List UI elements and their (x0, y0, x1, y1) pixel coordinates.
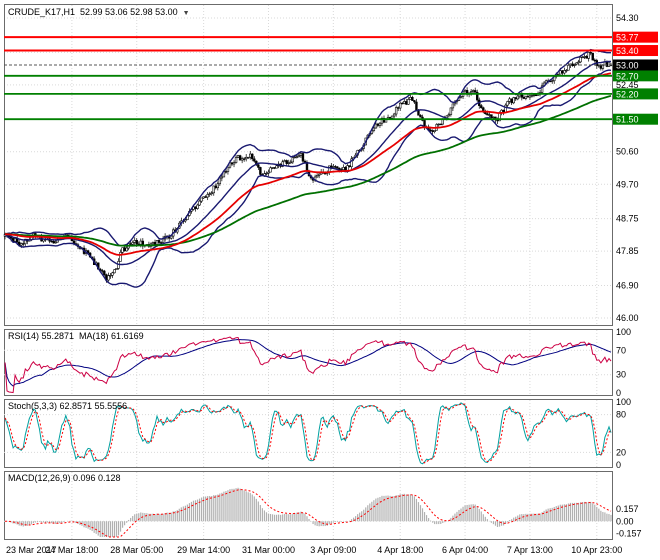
stoch-tick-label: 0 (616, 460, 621, 470)
rsi-tick-label: 70 (616, 345, 626, 355)
bollinger-lower (4, 69, 612, 288)
moving-averages (4, 72, 612, 256)
resistance-price-box (613, 45, 658, 57)
macd-label: MACD(12,26,9) 0.096 0.128 (8, 473, 121, 483)
resistance-price-box (613, 31, 658, 43)
panel-borders (4, 4, 613, 540)
rsi-panel: 100 70 30 0 (4, 327, 631, 398)
rsi-label: RSI(14) 55.2871 (8, 331, 75, 341)
time-tick-label: 23 Mar 2017 (6, 545, 57, 555)
rsi-panel-border (4, 329, 613, 396)
time-tick-label: 28 Mar 05:00 (110, 545, 163, 555)
stoch-panel-label: Stoch(5,3,3) 62.8571 55.5556 (8, 401, 127, 412)
time-tick-label: 29 Mar 14:00 (177, 545, 230, 555)
stoch-tick-label: 100 (616, 397, 631, 407)
time-tick-label: 4 Apr 18:00 (377, 545, 423, 555)
price-tick-label: 47.85 (616, 246, 639, 256)
price-tick-label: 50.60 (616, 147, 639, 157)
price-tick-label: 46.00 (616, 313, 639, 323)
macd-panel-border (4, 471, 613, 540)
rsi-panel-label: RSI(14) 55.2871 MA(18) 61.6169 (8, 331, 144, 342)
rsi-ma-line (4, 338, 612, 387)
resistance-price-value: 53.77 (616, 33, 639, 43)
time-tick-label: 3 Apr 09:00 (310, 545, 356, 555)
rsi-tick-label: 0 (616, 388, 621, 398)
support-price-value: 52.70 (616, 71, 639, 81)
macd-signal-line (5, 489, 612, 538)
ma-fast-line (4, 72, 612, 256)
bollinger-bands (4, 48, 612, 288)
stoch-d-line (4, 403, 612, 464)
time-tick-label: 24 Mar 18:00 (45, 545, 98, 555)
support-price-box (613, 70, 658, 82)
stoch-tick-label: 80 (616, 410, 626, 420)
macd-tick-label: 0.00 (616, 516, 634, 526)
time-tick-label: 6 Apr 04:00 (442, 545, 488, 555)
price-tick-label: 48.75 (616, 214, 639, 224)
support-price-value: 51.50 (616, 115, 639, 125)
current-price-box (613, 59, 658, 71)
macd-tick-label: 0.157 (616, 504, 639, 514)
ma-slow-line (5, 94, 612, 247)
price-axis: 54.30 52.45 50.60 49.70 48.75 47.85 46.90 46.00… (613, 13, 658, 323)
bollinger-upper (4, 48, 611, 247)
bollinger-middle (4, 60, 612, 266)
symbol-timeframe-label: CRUDE_K17,H1 (8, 7, 76, 17)
main-panel-border (4, 4, 613, 326)
price-tick-label: 54.30 (616, 13, 639, 23)
support-price-box (613, 88, 658, 100)
price-tick-label: 52.45 (616, 80, 639, 90)
stoch-tick-label: 20 (616, 447, 626, 457)
stoch-k-line (4, 402, 612, 465)
current-price-value: 53.00 (616, 60, 639, 70)
rsi-ma-label: MA(18) 61.6169 (79, 331, 144, 341)
time-tick-label: 10 Apr 23:00 (571, 545, 622, 555)
rsi-tick-label: 30 (616, 370, 626, 380)
price-tick-label: 46.90 (616, 280, 639, 290)
support-price-value: 52.20 (616, 89, 639, 99)
macd-panel: 0.157 0.00 -0.157 (4, 487, 642, 539)
chart-title: CRUDE_K17,H1 52.99 53.06 52.98 53.00 ▼ (8, 7, 190, 19)
support-price-box (613, 113, 658, 125)
time-tick-label: 31 Mar 00:00 (242, 545, 295, 555)
level-lines[interactable] (4, 36, 612, 121)
stoch-panel-border (4, 399, 613, 468)
chevron-down-icon[interactable]: ▼ (182, 10, 190, 17)
rsi-line (4, 336, 612, 394)
rsi-tick-label: 100 (616, 327, 631, 337)
stoch-label: Stoch(5,3,3) 62.8571 55.5556 (8, 401, 128, 411)
stoch-panel: 100 80 20 0 (4, 397, 631, 470)
resistance-price-value: 53.40 (616, 46, 639, 56)
macd-panel-label: MACD(12,26,9) 0.096 0.128 (8, 473, 121, 484)
macd-tick-label: -0.157 (616, 529, 642, 539)
ohlc-quote-label: 52.99 53.06 52.98 53.00 (80, 7, 178, 17)
time-tick-label: 7 Apr 13:00 (507, 545, 553, 555)
macd-histogram (6, 487, 612, 537)
price-tick-label: 49.70 (616, 179, 639, 189)
